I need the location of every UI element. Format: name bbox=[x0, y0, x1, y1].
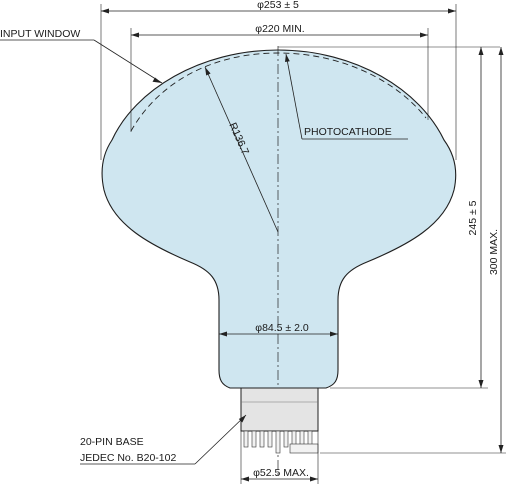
photocathode-callout: PHOTOCATHODE bbox=[285, 53, 408, 140]
dimension-253-label: φ253 ± 5 bbox=[257, 0, 299, 11]
dimension-300-label: 300 MAX. bbox=[488, 229, 500, 275]
base-pins bbox=[243, 430, 319, 454]
input-window-callout: INPUT WINDOW bbox=[0, 28, 163, 84]
dimension-300: 300 MAX. bbox=[320, 47, 506, 454]
base-label-line2: JEDEC No. B20-102 bbox=[80, 452, 176, 464]
dimension-52: φ52.5 MAX. bbox=[240, 431, 319, 484]
dimension-52-label: φ52.5 MAX. bbox=[253, 467, 309, 479]
dimension-220: φ220 MIN. bbox=[130, 23, 429, 132]
base-label-line1: 20-PIN BASE bbox=[80, 436, 144, 448]
photocathode-label: PHOTOCATHODE bbox=[304, 126, 392, 138]
input-window-label: INPUT WINDOW bbox=[0, 28, 80, 40]
dimension-245: 245 ± 5 bbox=[330, 47, 488, 389]
dimension-220-label: φ220 MIN. bbox=[255, 23, 304, 35]
dimension-253: φ253 ± 5 bbox=[100, 0, 457, 160]
dimension-245-label: 245 ± 5 bbox=[467, 200, 479, 235]
base-callout: 20-PIN BASE JEDEC No. B20-102 bbox=[80, 414, 247, 465]
bulb-envelope bbox=[101, 49, 457, 389]
dimension-84: φ84.5 ± 2.0 bbox=[219, 322, 338, 337]
dimension-84-label: φ84.5 ± 2.0 bbox=[255, 322, 309, 334]
pmt-base bbox=[240, 387, 319, 432]
